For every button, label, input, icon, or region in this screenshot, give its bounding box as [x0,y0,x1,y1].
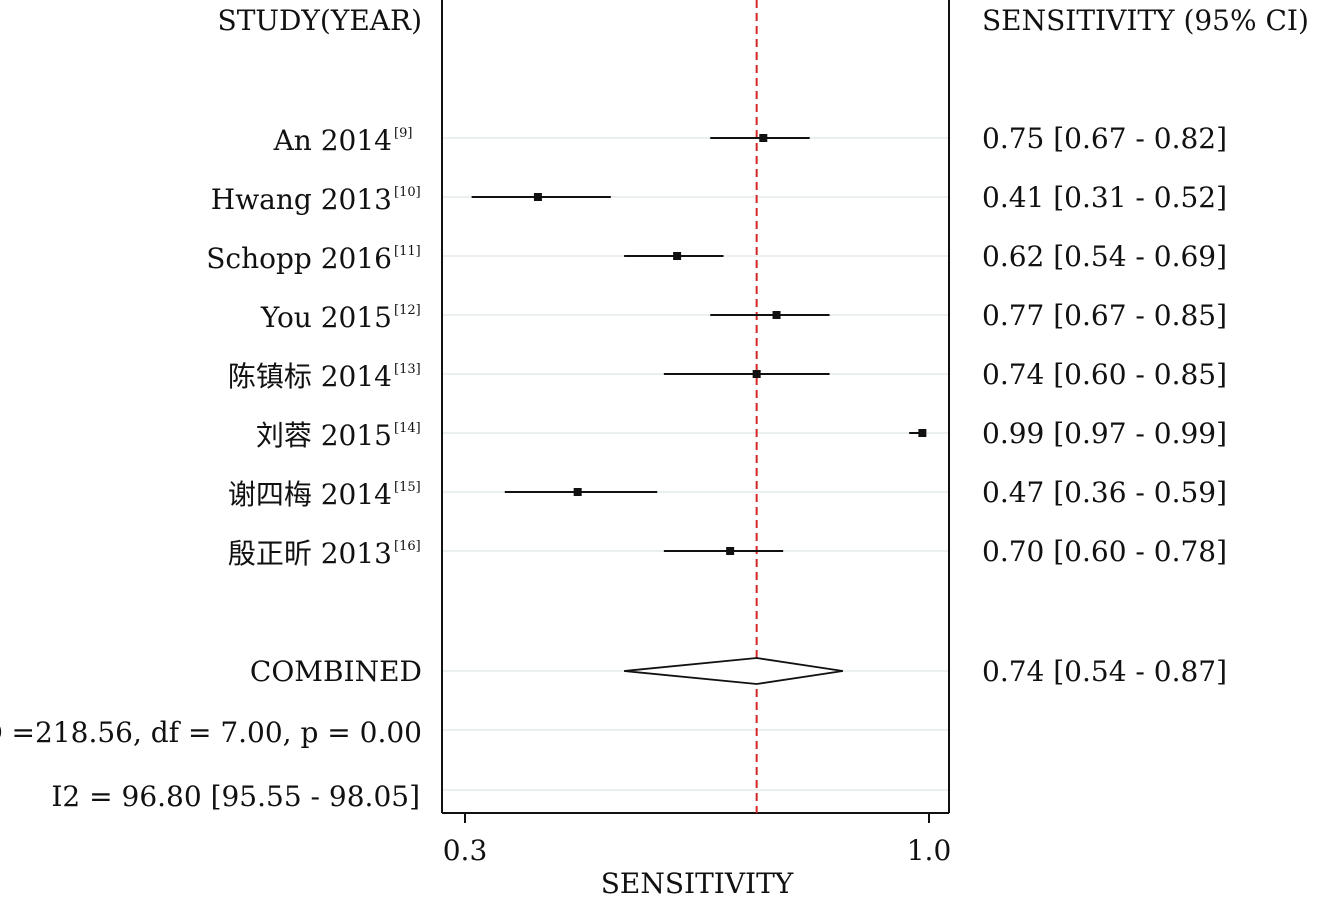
study-ref-5: [13] [394,362,421,377]
combined-label: COMBINED [250,655,422,688]
study-ref-1: [9] [394,126,412,141]
study-point-5 [752,370,761,378]
study-ref-4: [12] [394,303,421,318]
right-column-header: SENSITIVITY (95% CI) [982,4,1309,37]
study-label-6: 刘蓉 2015 [256,419,392,452]
study-point-3 [673,252,682,260]
study-label-4: You 2015 [260,301,392,334]
study-ref-6: [14] [394,421,421,436]
plot-marks: An 2014 [9] 0.75 [0.67 - 0.82]Hwang 2013 [1… [206,0,1227,823]
study-point-1 [759,134,768,142]
combined-diamond [623,657,843,685]
study-point-7 [573,488,582,496]
study-value-label-8: 0.70 [0.60 - 0.78] [982,535,1227,568]
x-tick-max: 1.0 [907,834,952,867]
study-label-5: 陈镇标 2014 [228,360,392,393]
study-ref-3: [11] [394,244,421,259]
study-value-label-7: 0.47 [0.36 - 0.59] [982,476,1227,509]
study-value-label-3: 0.62 [0.54 - 0.69] [982,240,1227,273]
study-value-label-4: 0.77 [0.67 - 0.85] [982,299,1227,332]
study-value-label-6: 0.99 [0.97 - 0.99] [982,417,1227,450]
study-label-7: 谢四梅 2014 [228,478,392,511]
study-point-4 [772,311,781,319]
x-tick-min: 0.3 [443,834,488,867]
study-label-1: An 2014 [273,124,392,157]
x-axis-label: SENSITIVITY [601,867,794,897]
study-value-label-5: 0.74 [0.60 - 0.85] [982,358,1227,391]
study-value-label-1: 0.75 [0.67 - 0.82] [982,122,1227,155]
study-point-2 [533,193,542,201]
left-column-header: STUDY(YEAR) [218,4,422,37]
study-point-8 [726,547,735,555]
q-statistic: Q =218.56, df = 7.00, p = 0.00 [0,716,422,749]
combined-value-label: 0.74 [0.54 - 0.87] [982,655,1227,688]
i2-statistic: I2 = 96.80 [95.55 - 98.05] [51,780,420,813]
study-ref-2: [10] [394,185,421,200]
study-label-2: Hwang 2013 [211,183,392,216]
study-ref-8: [16] [394,539,421,554]
study-ref-7: [15] [394,480,421,495]
study-point-6 [918,429,927,437]
study-label-3: Schopp 2016 [206,242,392,275]
study-value-label-2: 0.41 [0.31 - 0.52] [982,181,1227,214]
study-label-8: 殷正昕 2013 [228,537,392,570]
